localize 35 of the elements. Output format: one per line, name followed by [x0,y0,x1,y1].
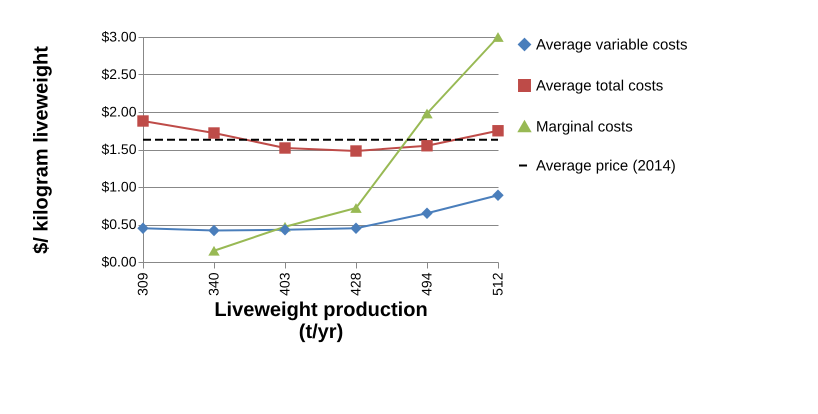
point [492,190,504,201]
y-tick-label: $1.50 [101,141,137,157]
point [421,108,433,118]
point [350,203,362,213]
point [492,125,504,136]
point [208,127,220,139]
legend-label: Average variable costs [536,36,688,54]
y-tick-label: $0.50 [101,216,137,232]
point [279,142,291,154]
x-tick-label: 428 [348,272,364,296]
y-tick-label: $3.00 [101,28,137,44]
y-tick-label: $1.00 [101,178,137,194]
x-tick-label: 340 [206,272,222,296]
point [350,222,362,234]
y-tick-label: $2.00 [101,104,137,120]
legend-label: Average price (2014) [536,158,676,174]
point [279,224,291,236]
x-axis-title: Liveweight production (t/yr) [214,298,428,343]
y-tick-label: $2.50 [101,66,137,82]
point [137,115,149,127]
y-axis-title: $/ kilogram liveweight [30,46,52,254]
x-tick-label: 494 [418,272,434,296]
x-tick-label: 309 [134,272,150,296]
point [137,222,149,234]
point [208,246,220,256]
legend-label: Average total costs [536,78,664,94]
point [208,224,220,236]
x-tick-label: 403 [276,272,292,296]
y-tick-label: $0.00 [101,254,137,270]
point [421,140,433,152]
point [421,208,433,219]
x-tick-label: 512 [490,272,506,296]
point [350,145,362,157]
point [492,32,504,42]
legend-label: Marginal costs [536,118,633,136]
